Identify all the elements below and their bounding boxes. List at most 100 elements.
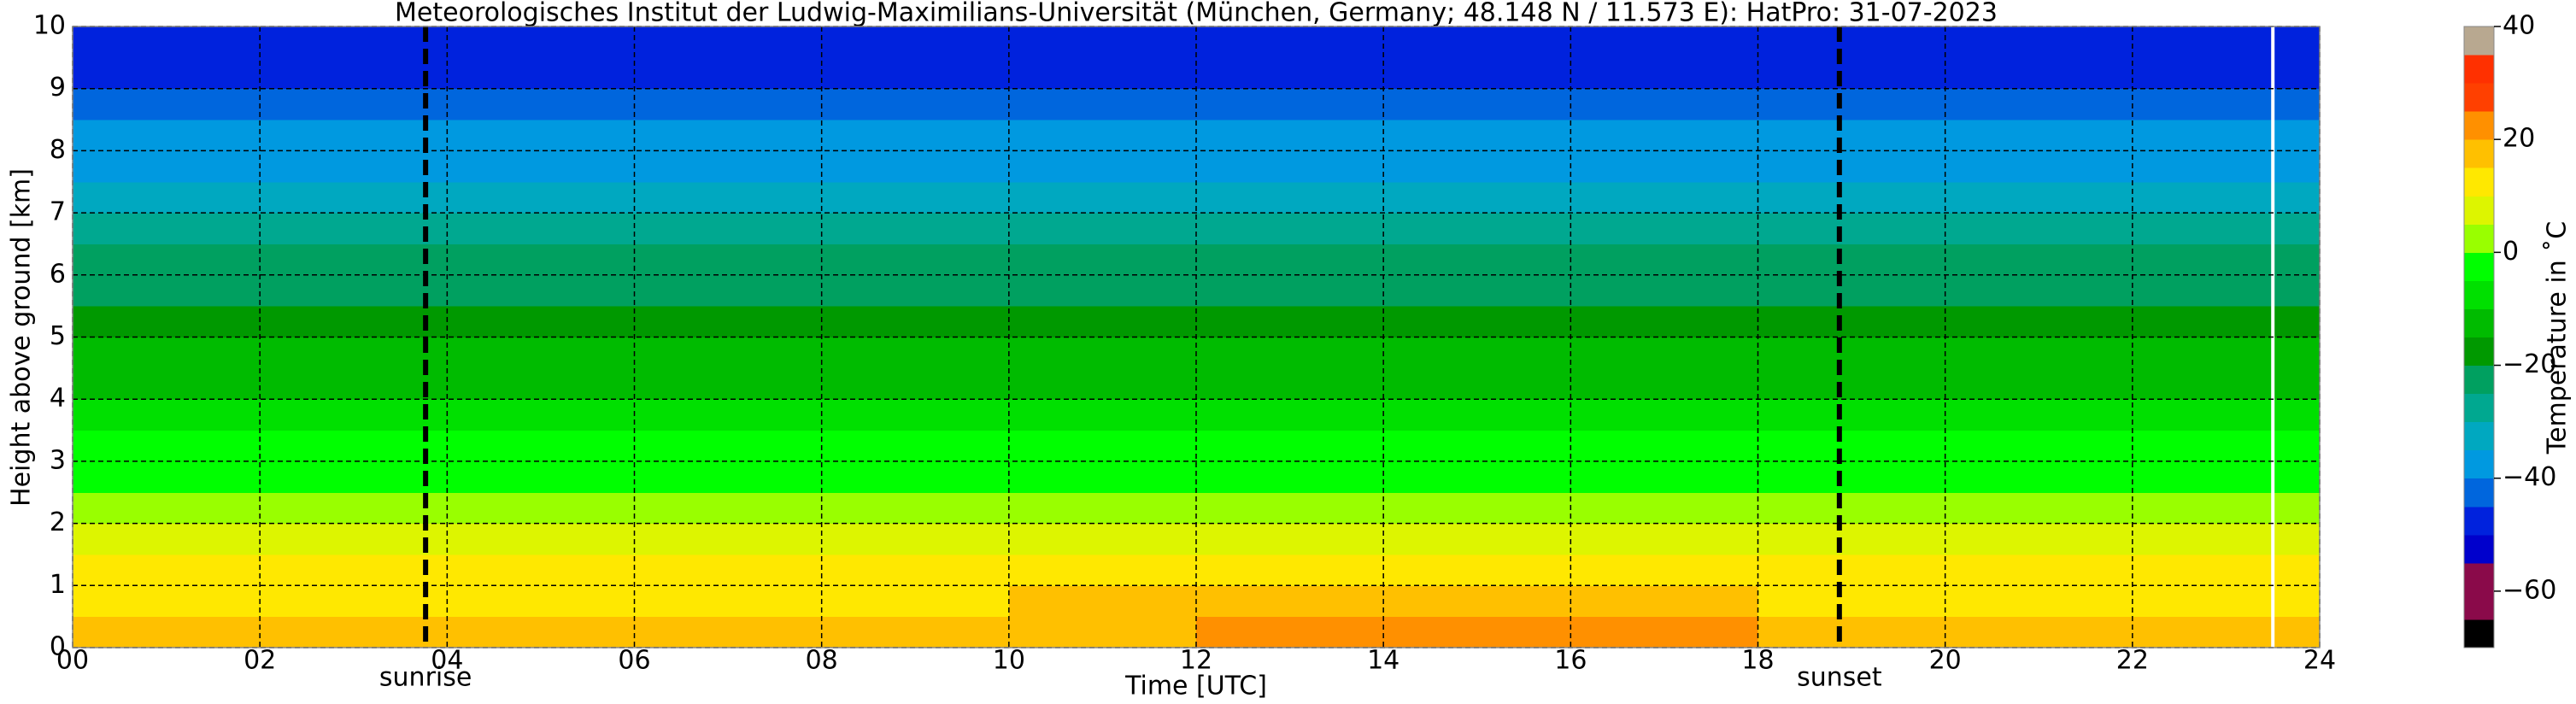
- heatmap-cell: [1383, 120, 1571, 151]
- heatmap-cell: [1945, 26, 2133, 58]
- heatmap-cell: [260, 585, 448, 618]
- heatmap-cell: [1383, 585, 1571, 618]
- heatmap-cell: [821, 57, 1010, 90]
- heatmap-cell: [1008, 181, 1197, 214]
- heatmap-cell: [1196, 150, 1384, 183]
- y-tick-label: 1: [50, 570, 66, 600]
- heatmap-cell: [73, 306, 261, 337]
- heatmap-cell: [1945, 430, 2133, 462]
- heatmap-cell: [1196, 213, 1384, 244]
- heatmap-cell: [634, 26, 823, 58]
- heatmap-cell: [1008, 120, 1197, 151]
- heatmap-cell: [1757, 554, 1946, 586]
- colorbar-tick-label: 40: [2503, 11, 2535, 41]
- y-tick-label: 10: [33, 11, 66, 41]
- colorbar-segment: [2464, 365, 2494, 395]
- heatmap-cell: [634, 243, 823, 276]
- heatmap-cell: [447, 461, 635, 493]
- heatmap-cell: [73, 88, 261, 120]
- heatmap-cell: [1945, 585, 2133, 618]
- heatmap-cell: [821, 26, 1010, 58]
- heatmap-cell: [1757, 337, 1946, 369]
- colorbar-tick-label: 0: [2503, 237, 2519, 267]
- heatmap-cell: [634, 523, 823, 555]
- heatmap-cell: [73, 120, 261, 151]
- heatmap-cell: [1945, 337, 2133, 369]
- colorbar-frame: [2463, 26, 2495, 648]
- heatmap-cell: [2132, 120, 2321, 151]
- heatmap-cell: [2132, 399, 2321, 431]
- heatmap-cell: [447, 492, 635, 525]
- heatmap-cell: [447, 26, 635, 58]
- heatmap-cell: [2132, 274, 2321, 307]
- heatmap-cell: [73, 57, 261, 90]
- colorbar-segment: [2464, 167, 2494, 197]
- heatmap-cell: [1196, 430, 1384, 462]
- heatmap-cell: [1008, 430, 1197, 462]
- y-tick-label: 7: [50, 197, 66, 227]
- heatmap-cell: [1945, 461, 2133, 493]
- heatmap-cell: [634, 461, 823, 493]
- heatmap-cell: [821, 306, 1010, 337]
- heatmap-cell: [1570, 492, 1758, 525]
- heatmap-cell: [447, 337, 635, 369]
- y-tick-label: 0: [50, 632, 66, 662]
- heatmap-cell: [634, 181, 823, 214]
- heatmap-cell: [1196, 243, 1384, 276]
- heatmap-cell: [73, 243, 261, 276]
- y-tick-label: 2: [50, 507, 66, 537]
- annotation-label: sunset: [1797, 663, 1882, 693]
- heatmap-cell: [1945, 213, 2133, 244]
- colorbar-segment: [2464, 308, 2494, 337]
- heatmap-cell: [1008, 274, 1197, 307]
- heatmap-cell: [1196, 461, 1384, 493]
- x-tick-label: 10: [993, 646, 1025, 676]
- heatmap-cell: [1945, 181, 2133, 214]
- heatmap-cell: [821, 337, 1010, 369]
- heatmap-cell: [1008, 585, 1197, 618]
- colorbar-segment: [2464, 421, 2494, 451]
- heatmap-cell: [73, 337, 261, 369]
- heatmap-cell: [1570, 337, 1758, 369]
- colorbar-segment: [2464, 83, 2494, 112]
- x-tick-label: 14: [1367, 646, 1399, 676]
- heatmap-cell: [1196, 88, 1384, 120]
- heatmap-cell: [1757, 150, 1946, 183]
- heatmap-cell: [1757, 181, 1946, 214]
- heatmap-cell: [1570, 26, 1758, 58]
- colorbar-segment: [2464, 619, 2494, 648]
- x-tick-label: 06: [618, 646, 650, 676]
- heatmap-cell: [1383, 150, 1571, 183]
- heatmap-cell: [1757, 399, 1946, 431]
- heatmap-cell: [821, 523, 1010, 555]
- heatmap-cell: [1757, 306, 1946, 337]
- heatmap-cell: [260, 57, 448, 90]
- heatmap-cell: [1196, 367, 1384, 400]
- heatmap-cell: [2132, 430, 2321, 462]
- heatmap-cell: [447, 554, 635, 586]
- y-tick-label: 5: [50, 321, 66, 351]
- heatmap-cell: [2132, 523, 2321, 555]
- heatmap-cell: [2132, 616, 2321, 648]
- heatmap-cell: [1196, 120, 1384, 151]
- heatmap-cell: [634, 337, 823, 369]
- heatmap-cell: [1570, 213, 1758, 244]
- heatmap-cell: [1383, 430, 1571, 462]
- heatmap-cell: [73, 430, 261, 462]
- heatmap-cell: [260, 120, 448, 151]
- colorbar-segment: [2464, 337, 2494, 367]
- heatmap-cell: [1757, 367, 1946, 400]
- heatmap-cell: [1945, 492, 2133, 525]
- heatmap-cell: [73, 181, 261, 214]
- y-tick-label: 4: [50, 384, 66, 414]
- heatmap-cell: [1570, 399, 1758, 431]
- heatmap-cell: [260, 492, 448, 525]
- heatmap-cell: [1945, 88, 2133, 120]
- heatmap-cell: [821, 367, 1010, 400]
- heatmap-cell: [1757, 461, 1946, 493]
- heatmap-cell: [1383, 461, 1571, 493]
- heatmap-cell: [634, 306, 823, 337]
- heatmap-cell: [1196, 523, 1384, 555]
- colorbar-label: Temperature in ˚C: [2543, 221, 2573, 455]
